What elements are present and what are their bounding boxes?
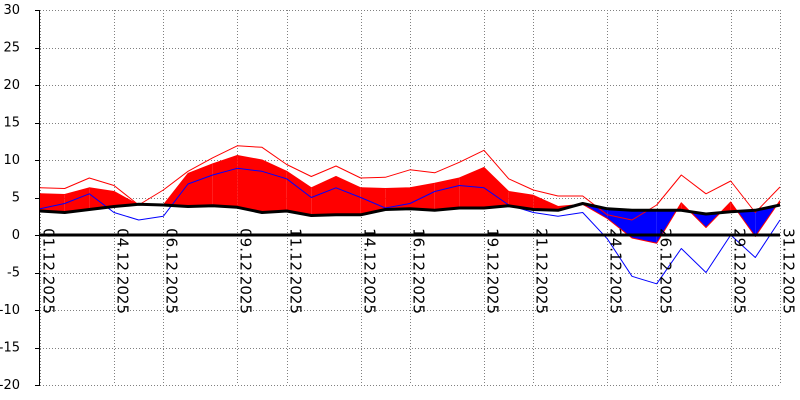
x-tick-label: 29.12.2025 xyxy=(731,228,749,314)
warm-deviation-area xyxy=(459,167,484,208)
y-tick-label: 25 xyxy=(3,41,20,56)
warm-deviation-area xyxy=(410,183,435,211)
warm-deviation-area xyxy=(311,176,336,216)
x-tick-label: 11.12.2025 xyxy=(287,228,305,314)
warm-deviation-area xyxy=(286,171,312,216)
warm-deviation-area xyxy=(508,191,534,210)
axes xyxy=(35,10,780,386)
warm-deviation-area xyxy=(336,176,361,215)
warm-deviation-area xyxy=(262,160,287,213)
y-tick-label: 15 xyxy=(3,116,20,131)
x-tick-label: 01.12.2025 xyxy=(40,228,58,314)
base-series-line xyxy=(39,202,781,217)
warm-deviation-area xyxy=(89,187,114,210)
x-tick-label: 26.12.2025 xyxy=(657,228,675,314)
x-tick-label: 09.12.2025 xyxy=(237,228,255,314)
warm-deviation-area xyxy=(40,193,65,213)
x-tick-label: 31.12.2025 xyxy=(780,228,798,314)
y-tick-label: 20 xyxy=(3,78,20,93)
x-tick-label: 14.12.2025 xyxy=(361,228,379,314)
x-tick-label: 04.12.2025 xyxy=(114,228,132,314)
y-tick-label: -15 xyxy=(0,341,20,356)
warm-deviation-area xyxy=(188,163,213,207)
warm-deviation-area xyxy=(64,187,90,213)
series-lines xyxy=(39,145,781,285)
warm-deviation-area xyxy=(212,155,238,208)
warm-deviation-area xyxy=(385,187,410,210)
lower-series-line xyxy=(39,167,781,285)
y-tick-label: -10 xyxy=(0,303,20,318)
tick-labels: 30 25 20 15 10 5 0 -5 -10 -15 -20 01.12.2025 04.12.2… xyxy=(0,3,798,393)
warm-deviation-area xyxy=(533,195,558,211)
warm-deviation-area xyxy=(237,155,262,213)
x-tick-label: 06.12.2025 xyxy=(163,228,181,314)
warm-deviation-area xyxy=(434,178,460,211)
grid xyxy=(40,10,781,386)
x-tick-label: 21.12.2025 xyxy=(533,228,551,314)
x-tick-label: 19.12.2025 xyxy=(484,228,502,314)
y-tick-label: -20 xyxy=(0,378,20,393)
y-tick-label: 10 xyxy=(3,153,20,168)
y-tick-label: 30 xyxy=(3,3,20,18)
x-tick-label: 16.12.2025 xyxy=(410,228,428,314)
warm-deviation-area xyxy=(484,167,509,208)
upper-series-line xyxy=(39,145,781,221)
y-tick-label: 0 xyxy=(12,228,20,243)
y-tick-label: -5 xyxy=(7,266,20,281)
x-tick-label: 24.12.2025 xyxy=(607,228,625,314)
y-tick-label: 5 xyxy=(12,191,20,206)
warm-deviation-area xyxy=(360,187,386,215)
